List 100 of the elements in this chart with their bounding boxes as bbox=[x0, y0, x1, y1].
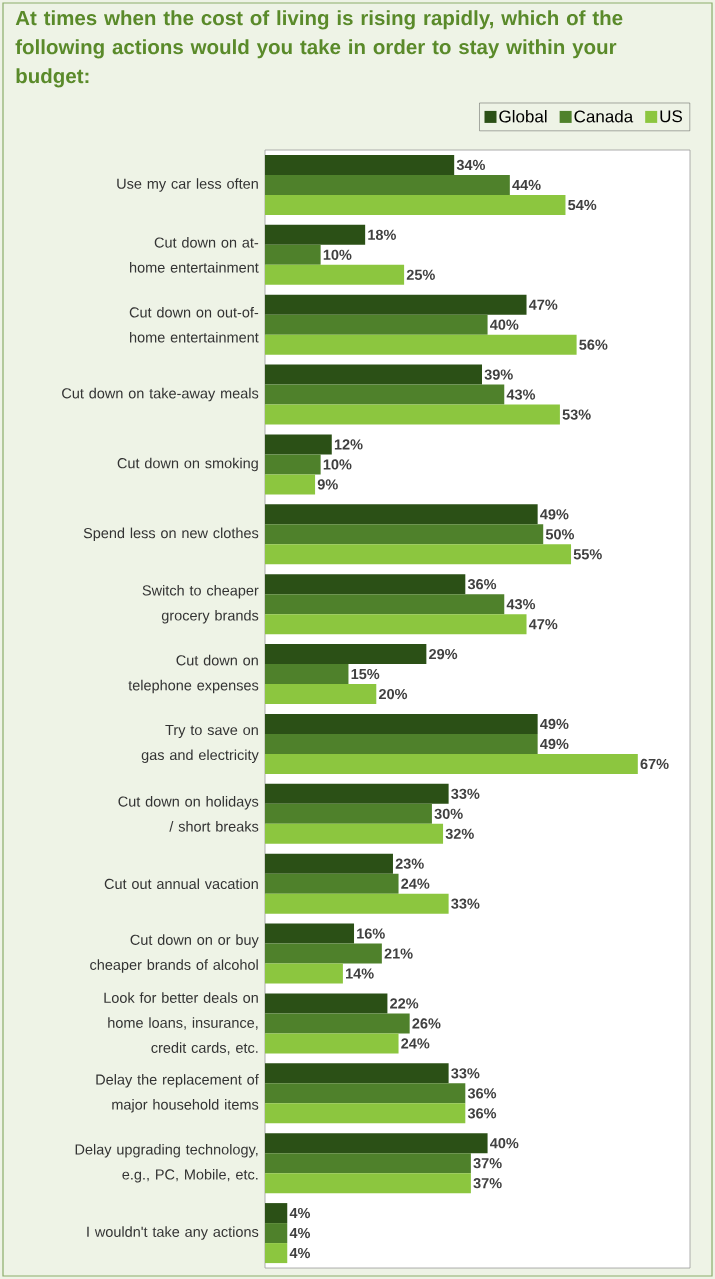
chart-title: At times when the cost of living is rising rapidly, which of the following actions would you take in order to stay within your budget: bbox=[15, 10, 623, 88]
legend-label: Global bbox=[499, 110, 547, 123]
bar bbox=[265, 1223, 288, 1244]
bar bbox=[265, 174, 510, 195]
bar bbox=[265, 384, 505, 405]
bar bbox=[265, 1013, 410, 1034]
y-tick-label: Cut out annual vacation bbox=[104, 878, 258, 890]
data-label: 33% bbox=[451, 1068, 480, 1079]
y-tick-label: Cut down on or buy cheaper brands of alcohol bbox=[90, 934, 259, 973]
data-label: 55% bbox=[573, 549, 602, 560]
bar bbox=[265, 314, 488, 335]
bar bbox=[265, 504, 538, 525]
bar bbox=[265, 544, 572, 565]
y-tick-label: Cut down on take-away meals bbox=[62, 387, 259, 402]
data-label: 29% bbox=[429, 648, 458, 660]
legend-label: US bbox=[660, 110, 683, 123]
bar bbox=[265, 574, 466, 595]
bar bbox=[265, 963, 343, 984]
bar bbox=[265, 644, 427, 665]
bar bbox=[265, 434, 332, 455]
data-label: 43% bbox=[506, 389, 536, 400]
data-label: 30% bbox=[434, 808, 463, 819]
y-tick-label: Look for better deals on home loans, insurance, credit cards, etc. bbox=[104, 992, 258, 1055]
data-label: 50% bbox=[545, 529, 575, 540]
data-label: 10% bbox=[323, 459, 352, 470]
data-label: 4% bbox=[289, 1247, 311, 1259]
bar bbox=[265, 803, 432, 824]
data-label: 37% bbox=[473, 1178, 502, 1189]
bar bbox=[265, 873, 399, 894]
bar bbox=[265, 1153, 471, 1174]
bar bbox=[265, 1033, 399, 1054]
bar bbox=[265, 364, 483, 385]
bar bbox=[265, 1203, 288, 1224]
data-label: 21% bbox=[384, 948, 413, 959]
bar bbox=[265, 224, 366, 245]
data-label: 67% bbox=[640, 758, 669, 770]
data-label: 36% bbox=[467, 579, 497, 590]
data-label: 26% bbox=[412, 1018, 441, 1029]
y-tick-label: Delay the replacement of major household items bbox=[96, 1074, 259, 1113]
data-label: 56% bbox=[579, 339, 608, 350]
data-label: 44% bbox=[512, 179, 541, 191]
data-label: 53% bbox=[562, 409, 591, 420]
y-tick-label: Spend less on new clothes bbox=[83, 527, 259, 542]
y-tick-label: Delay upgrading technology, e.g., PC, Mobile, etc. bbox=[75, 1143, 258, 1183]
y-tick-label: Cut down on smoking bbox=[117, 457, 258, 472]
data-label: 39% bbox=[484, 369, 513, 380]
data-label: 49% bbox=[540, 718, 569, 730]
data-label: 14% bbox=[346, 968, 374, 979]
bar bbox=[265, 264, 405, 285]
data-label: 47% bbox=[528, 299, 558, 310]
bar bbox=[265, 404, 560, 425]
data-label: 22% bbox=[390, 998, 419, 1009]
data-label: 33% bbox=[451, 898, 480, 909]
legend-label: Canada bbox=[574, 110, 634, 123]
bar bbox=[265, 783, 449, 804]
y-tick-label: Switch to cheaper grocery brands bbox=[142, 584, 259, 624]
bar bbox=[265, 923, 355, 944]
bar bbox=[265, 194, 566, 215]
y-tick-label: Cut down on telephone expenses bbox=[128, 654, 259, 694]
data-label: 24% bbox=[401, 878, 430, 889]
bar bbox=[265, 1173, 471, 1194]
bar bbox=[265, 1103, 466, 1124]
data-label: 34% bbox=[456, 159, 486, 171]
bar bbox=[265, 614, 527, 635]
bar bbox=[265, 454, 321, 475]
bar bbox=[265, 713, 538, 734]
data-label: 23% bbox=[395, 858, 424, 869]
bar bbox=[265, 524, 544, 545]
bar bbox=[265, 853, 393, 874]
bar bbox=[265, 684, 377, 705]
data-label: 18% bbox=[368, 229, 396, 240]
y-tick-label: Cut down on out-of-home entertainment bbox=[129, 306, 259, 343]
bar bbox=[265, 594, 505, 615]
bar bbox=[265, 474, 316, 495]
data-label: 10% bbox=[323, 249, 352, 260]
data-label: 12% bbox=[334, 439, 363, 450]
bar bbox=[265, 753, 638, 774]
data-label: 49% bbox=[540, 738, 569, 750]
data-label: 32% bbox=[445, 828, 474, 839]
bar bbox=[265, 1133, 488, 1154]
bar bbox=[265, 823, 444, 844]
data-label: 20% bbox=[378, 688, 408, 700]
y-tick-label: I wouldn't take any actions bbox=[87, 1226, 259, 1240]
bar bbox=[265, 294, 527, 315]
data-label: 43% bbox=[506, 599, 536, 610]
bar bbox=[265, 1083, 466, 1104]
data-label: 33% bbox=[451, 788, 480, 799]
data-label: 4% bbox=[289, 1207, 311, 1219]
data-label: 24% bbox=[401, 1038, 430, 1049]
y-tick-label: Try to save on gas and electricity bbox=[141, 724, 259, 763]
data-label: 25% bbox=[406, 269, 435, 280]
y-tick-label: Cut down on at-home entertainment bbox=[130, 237, 259, 273]
bar bbox=[265, 334, 577, 355]
data-label: 47% bbox=[528, 619, 558, 630]
bar bbox=[265, 154, 455, 175]
data-label: 49% bbox=[540, 509, 569, 520]
data-label: 54% bbox=[568, 199, 597, 211]
data-label: 36% bbox=[467, 1108, 497, 1119]
y-tick-label: Use my car less often bbox=[117, 178, 258, 192]
data-label: 9% bbox=[317, 479, 338, 490]
